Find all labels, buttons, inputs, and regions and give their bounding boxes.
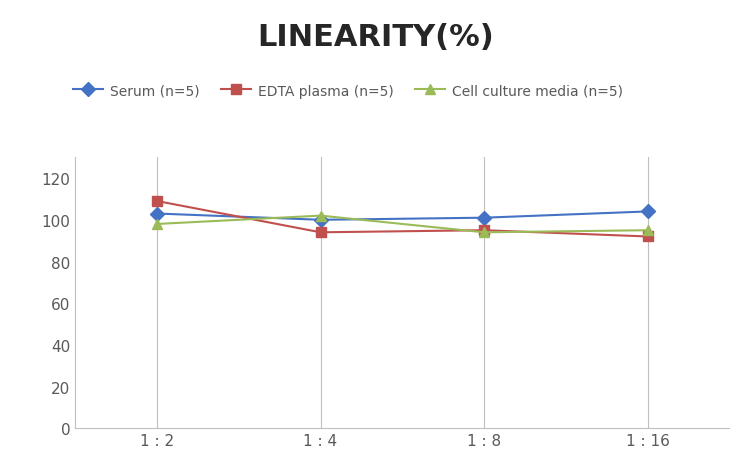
EDTA plasma (n=5) (153, 199, 162, 204)
EDTA plasma (n=5) (480, 228, 489, 234)
Serum (n=5) (153, 212, 162, 217)
Cell culture media (n=5) (153, 222, 162, 227)
Cell culture media (n=5) (316, 213, 325, 219)
Cell culture media (n=5) (480, 230, 489, 235)
Serum (n=5) (316, 217, 325, 223)
EDTA plasma (n=5) (316, 230, 325, 235)
Line: EDTA plasma (n=5): EDTA plasma (n=5) (152, 197, 653, 242)
Cell culture media (n=5) (643, 228, 652, 234)
Serum (n=5) (643, 209, 652, 215)
Legend: Serum (n=5), EDTA plasma (n=5), Cell culture media (n=5): Serum (n=5), EDTA plasma (n=5), Cell cul… (67, 79, 629, 104)
Line: Serum (n=5): Serum (n=5) (152, 207, 653, 225)
Serum (n=5) (480, 216, 489, 221)
Line: Cell culture media (n=5): Cell culture media (n=5) (152, 211, 653, 238)
EDTA plasma (n=5) (643, 234, 652, 239)
Text: LINEARITY(%): LINEARITY(%) (258, 23, 494, 51)
